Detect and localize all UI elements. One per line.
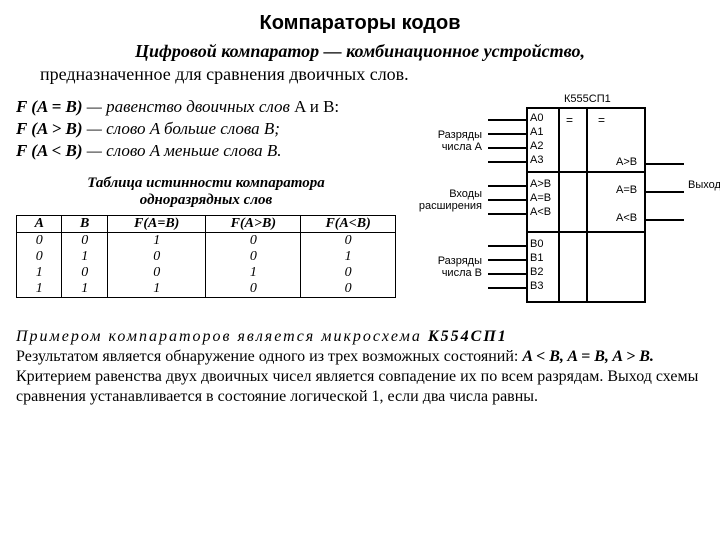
pin-wire: [488, 213, 526, 215]
pin-wire: [646, 163, 684, 165]
def-desc-rest: A и B:: [294, 97, 339, 116]
pin-label: B0: [530, 238, 543, 250]
pin-label: A<B: [530, 206, 551, 218]
bottom-p1-pre: Примером компараторов является микросхем…: [16, 328, 428, 345]
outputs-group-label: Выходы: [688, 179, 720, 191]
def-desc-it: слово A меньше слова B.: [106, 141, 281, 160]
truth-caption-l1: Таблица истинности компаратора: [87, 175, 325, 191]
pin-label: A3: [530, 154, 543, 166]
truth-cell: 1: [62, 249, 107, 265]
truth-cell: 1: [17, 281, 62, 298]
pin-wire: [646, 219, 684, 221]
table-row: 01001: [17, 249, 396, 265]
truth-cell: 0: [107, 265, 206, 281]
def-expr: F (A > B): [16, 119, 83, 138]
truth-cell: 0: [17, 249, 62, 265]
intro-line-2: предназначенное для сравнения двоичных с…: [16, 64, 704, 85]
page-title: Компараторы кодов: [16, 12, 704, 35]
schematic-body: = = Разрядычисла A A0 A1 A2 A3 Входырасширени…: [404, 107, 704, 317]
pin-label: A=B: [530, 192, 551, 204]
truth-table-caption: Таблица истинности компаратора одноразря…: [16, 175, 396, 209]
pin-wire: [488, 259, 526, 261]
truth-cell: 0: [62, 233, 107, 250]
truth-cell: 1: [107, 281, 206, 298]
truth-cell: 0: [301, 233, 396, 250]
truth-caption-l2: одноразрядных слов: [140, 192, 272, 208]
pin-wire: [646, 191, 684, 193]
pin-group-label: Входырасширения: [404, 188, 482, 212]
table-row: 10010: [17, 265, 396, 281]
truth-table: ABF(A=B)F(A>B)F(A<B) 0010001001100101110…: [16, 215, 396, 298]
bottom-p2: Результатом является обнаружение одного …: [16, 348, 522, 365]
truth-cell: 0: [17, 233, 62, 250]
bottom-p2-b: A < B, A = B, A > B.: [522, 348, 654, 365]
truth-col-header: A: [17, 216, 62, 233]
truth-cell: 0: [206, 233, 301, 250]
truth-cell: 0: [301, 265, 396, 281]
truth-cell: 1: [206, 265, 301, 281]
truth-col-header: B: [62, 216, 107, 233]
pin-label: B3: [530, 280, 543, 292]
table-row: 00100: [17, 233, 396, 250]
chip-rect: = =: [526, 107, 646, 303]
truth-cell: 1: [301, 249, 396, 265]
truth-col-header: F(A<B): [301, 216, 396, 233]
pin-wire: [488, 119, 526, 121]
pin-label: A>B: [530, 178, 551, 190]
truth-cell: 0: [62, 265, 107, 281]
pin-wire: [488, 199, 526, 201]
pin-label: A0: [530, 112, 543, 124]
table-row: 11100: [17, 281, 396, 298]
pin-group-label: Разрядычисла B: [404, 255, 482, 279]
truth-cell: 0: [206, 249, 301, 265]
pin-label: B2: [530, 266, 543, 278]
pin-wire: [488, 245, 526, 247]
pin-label: A2: [530, 140, 543, 152]
output-pin-label: A=B: [616, 184, 637, 196]
truth-cell: 0: [301, 281, 396, 298]
chip-part-number: К555СП1: [564, 93, 611, 105]
pin-label: B1: [530, 252, 543, 264]
middle-row: F (A = B) — равенство двоичных слов A и …: [16, 95, 704, 317]
truth-cell: 0: [206, 281, 301, 298]
definition-line: F (A = B) — равенство двоичных слов A и …: [16, 97, 396, 117]
definitions: F (A = B) — равенство двоичных слов A и …: [16, 97, 396, 161]
truth-cell: 1: [107, 233, 206, 250]
pin-wire: [488, 185, 526, 187]
chip-eq1: =: [566, 113, 573, 127]
truth-cell: 0: [107, 249, 206, 265]
truth-col-header: F(A>B): [206, 216, 301, 233]
intro-line-1: Цифровой компаратор — комбинационное уст…: [16, 41, 704, 62]
truth-cell: 1: [17, 265, 62, 281]
pin-group-label: Разрядычисла A: [404, 129, 482, 153]
definition-line: F (A > B) — слово A больше слова B;: [16, 119, 396, 139]
pin-wire: [488, 133, 526, 135]
bottom-p1-chip: К554СП1: [428, 328, 508, 345]
def-desc-it: слово A больше слова B;: [106, 119, 280, 138]
truth-col-header: F(A=B): [107, 216, 206, 233]
pin-wire: [488, 287, 526, 289]
output-pin-label: A>B: [616, 156, 637, 168]
pin-wire: [488, 147, 526, 149]
truth-cell: 1: [62, 281, 107, 298]
chip-eq2: =: [598, 113, 605, 127]
bottom-text: Примером компараторов является микросхем…: [16, 327, 704, 407]
def-desc-it: равенство двоичных слов: [106, 97, 294, 116]
left-column: F (A = B) — равенство двоичных слов A и …: [16, 95, 396, 298]
pin-wire: [488, 273, 526, 275]
pin-wire: [488, 161, 526, 163]
definition-line: F (A < B) — слово A меньше слова B.: [16, 141, 396, 161]
schematic: К555СП1 = = Разрядычисла A A0 A1 A2 A3 Входыр…: [404, 95, 704, 317]
bottom-p2-rest: Критерием равенства двух двоичных чисел …: [16, 368, 698, 405]
output-pin-label: A<B: [616, 212, 637, 224]
def-expr: F (A = B): [16, 97, 83, 116]
pin-label: A1: [530, 126, 543, 138]
def-expr: F (A < B): [16, 141, 83, 160]
